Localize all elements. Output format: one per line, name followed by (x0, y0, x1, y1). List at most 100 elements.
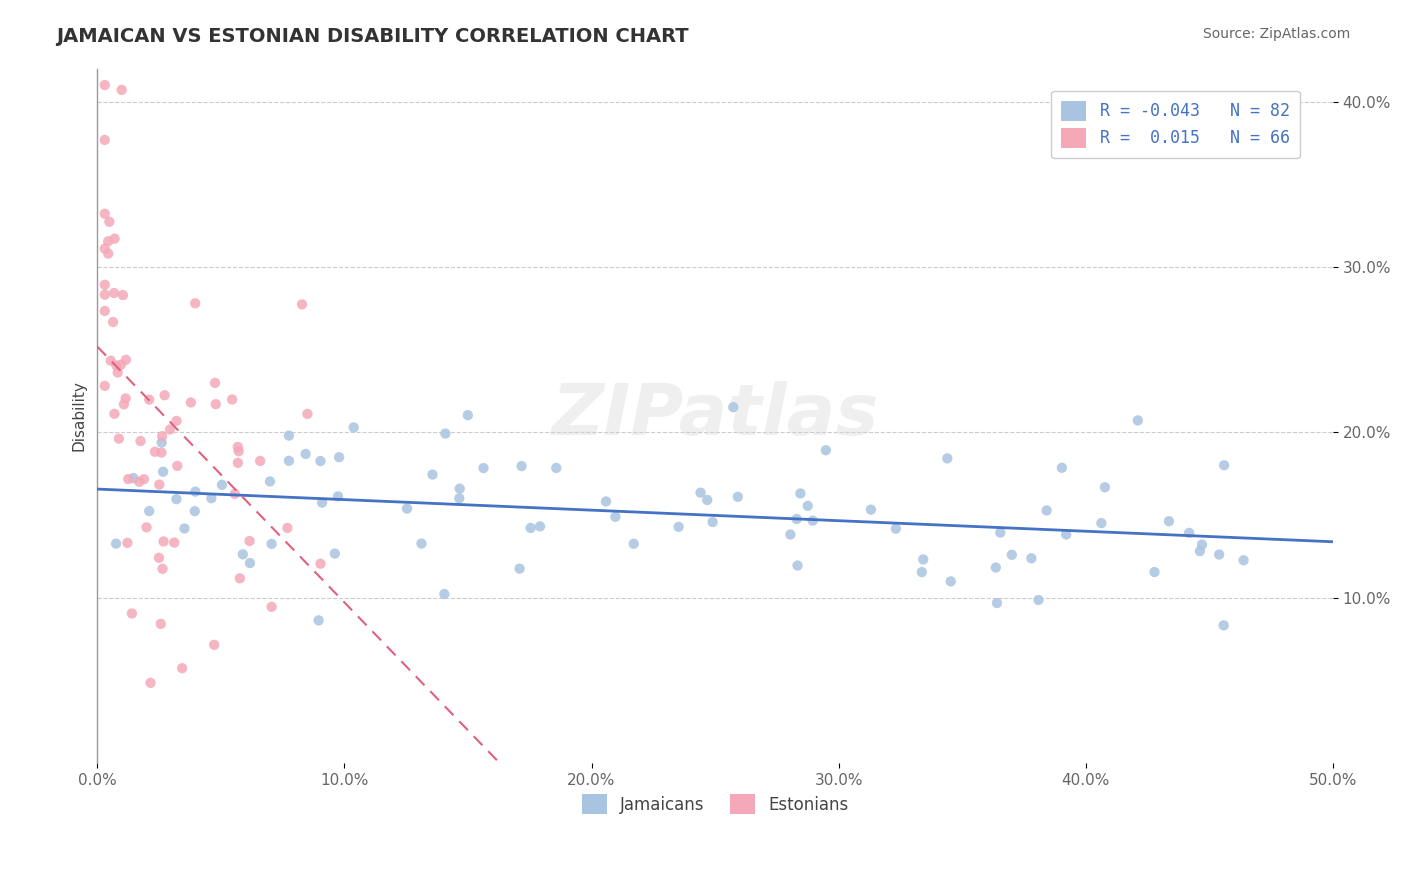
Point (509, 561, 531, 575)
Point (859, 502, 882, 516)
Point (94, 287, 117, 301)
Point (1157, 514, 1180, 528)
Point (117, 536, 139, 550)
Point (232, 547, 254, 561)
Point (605, 509, 627, 524)
Point (510, 459, 533, 474)
Text: ZIPatlas: ZIPatlas (551, 381, 879, 450)
Point (689, 485, 711, 500)
Point (143, 444, 166, 458)
Point (98, 215, 121, 229)
Point (152, 465, 174, 479)
Point (115, 352, 138, 367)
Point (884, 522, 907, 536)
Point (936, 451, 959, 466)
Point (138, 504, 160, 518)
Point (1212, 618, 1234, 632)
Point (328, 450, 350, 465)
Point (457, 408, 479, 422)
Point (111, 83, 134, 97)
Point (519, 521, 541, 535)
Point (911, 565, 934, 579)
Point (159, 422, 181, 436)
Point (311, 495, 333, 509)
Point (121, 607, 143, 621)
Point (165, 492, 187, 507)
Point (789, 486, 811, 500)
Point (472, 461, 495, 475)
Point (101, 315, 124, 329)
Point (276, 521, 298, 535)
Point (1143, 565, 1166, 579)
Point (1054, 527, 1077, 541)
Point (988, 525, 1011, 540)
Point (148, 550, 170, 565)
Point (184, 484, 207, 499)
Point (184, 504, 207, 518)
Point (94, 207, 117, 221)
Point (260, 599, 283, 614)
Point (986, 596, 1008, 610)
Point (595, 494, 617, 508)
Point (152, 562, 174, 576)
Point (1001, 548, 1024, 562)
Point (94, 242, 117, 256)
Point (202, 638, 225, 652)
Point (433, 587, 456, 601)
Point (228, 444, 250, 458)
Point (1035, 503, 1057, 517)
Point (221, 392, 243, 407)
Point (259, 475, 281, 489)
Point (912, 552, 935, 566)
Point (204, 376, 226, 390)
Point (984, 560, 1007, 574)
Point (411, 536, 433, 550)
Point (153, 388, 176, 402)
Point (668, 520, 690, 534)
Point (103, 285, 125, 300)
Point (723, 401, 745, 415)
Point (229, 571, 252, 585)
Point (110, 358, 132, 372)
Point (702, 515, 724, 529)
Point (1126, 413, 1149, 427)
Point (103, 407, 125, 421)
Point (1188, 544, 1211, 558)
Point (224, 487, 246, 501)
Point (100, 353, 122, 368)
Point (97, 234, 120, 248)
Point (343, 420, 366, 434)
Point (308, 614, 330, 628)
Point (112, 397, 135, 411)
Point (323, 547, 346, 561)
Point (395, 501, 418, 516)
Point (796, 499, 818, 513)
Point (184, 296, 207, 310)
Point (128, 475, 150, 489)
Point (1208, 548, 1230, 562)
Point (309, 454, 332, 468)
Point (148, 477, 170, 491)
Point (211, 477, 233, 491)
Point (149, 616, 172, 631)
Point (114, 392, 136, 406)
Point (172, 661, 194, 675)
Point (94, 277, 117, 292)
Point (150, 445, 173, 459)
Point (94, 78, 117, 92)
Point (546, 461, 568, 475)
Point (180, 395, 202, 409)
Point (1178, 525, 1201, 540)
Point (107, 366, 129, 380)
Point (1213, 458, 1236, 473)
Point (434, 426, 457, 441)
Point (727, 490, 749, 504)
Point (326, 489, 349, 503)
Point (1028, 593, 1050, 607)
Point (108, 432, 131, 446)
Point (163, 535, 186, 549)
Point (696, 492, 718, 507)
Point (117, 472, 139, 486)
Point (166, 414, 188, 428)
Point (139, 676, 162, 690)
